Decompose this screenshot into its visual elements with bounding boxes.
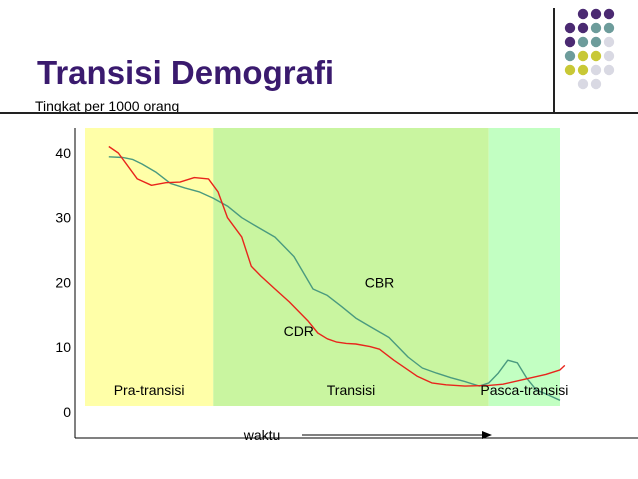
region-backgrounds — [85, 128, 560, 406]
y-tick-label-3: 30 — [55, 210, 71, 226]
chart-axes: 0 10 20 30 40 waktu — [55, 128, 638, 443]
series-line-cdr — [108, 145, 566, 387]
decorative-dot — [603, 64, 615, 76]
decorative-dot — [577, 36, 589, 48]
decorative-dot — [590, 8, 602, 20]
decorative-dot — [564, 36, 576, 48]
chart-unit-label: Tingkat per 1000 orang — [35, 98, 180, 114]
region-background-2 — [488, 128, 560, 406]
region-label-0: Pra-transisi — [114, 382, 185, 398]
decorative-dot — [603, 36, 615, 48]
decorative-dot — [564, 64, 576, 76]
decorative-dot — [577, 8, 589, 20]
decorative-dot — [590, 78, 602, 90]
region-label-2: Pasca-transisi — [480, 382, 568, 398]
y-tick-label-2: 20 — [55, 274, 71, 290]
decorative-dot — [603, 8, 615, 20]
decorative-dot — [590, 64, 602, 76]
region-label-1: Transisi — [327, 382, 376, 398]
series-lines — [108, 145, 566, 401]
series-line-cbr — [108, 156, 561, 401]
chart-labels: Pra-transisi Transisi Pasca-transisi CBR CDR — [114, 274, 569, 398]
decorative-dot — [564, 22, 576, 34]
decorative-dot — [564, 50, 576, 62]
decorative-dot — [603, 22, 615, 34]
decorative-horizontal-rule — [0, 112, 638, 114]
series-annotation-cdr: CDR — [284, 323, 314, 339]
decorative-dot — [590, 36, 602, 48]
decorative-dot — [590, 22, 602, 34]
decorative-dot — [603, 50, 615, 62]
time-arrow-head — [482, 431, 492, 439]
y-tick-label-4: 40 — [55, 145, 71, 161]
decorative-dot — [577, 78, 589, 90]
region-background-0 — [85, 128, 214, 406]
series-annotation-cbr: CBR — [365, 274, 395, 290]
decorative-dot — [577, 50, 589, 62]
slide-title: Transisi Demografi — [37, 54, 335, 91]
decorative-dot — [577, 22, 589, 34]
y-tick-label-1: 10 — [55, 339, 71, 355]
decorative-vertical-rule — [553, 8, 555, 112]
x-axis-label: waktu — [243, 427, 281, 443]
decorative-dot — [577, 64, 589, 76]
region-background-1 — [213, 128, 489, 406]
decorative-dot — [590, 50, 602, 62]
y-tick-label-0: 0 — [63, 404, 71, 420]
